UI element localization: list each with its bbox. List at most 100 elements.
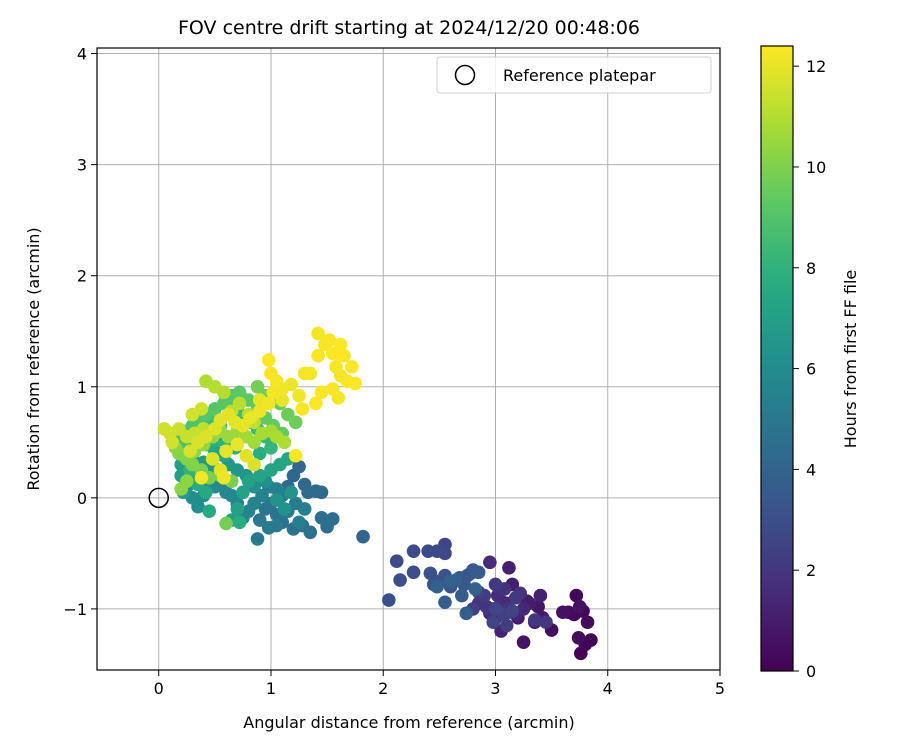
data-point — [258, 502, 273, 516]
data-point — [505, 604, 520, 618]
data-point — [275, 393, 290, 407]
y-tick-label: 1 — [77, 378, 87, 397]
data-point — [183, 444, 197, 458]
data-point — [499, 618, 514, 633]
data-point — [266, 385, 281, 400]
data-point — [180, 474, 194, 488]
data-point — [325, 382, 340, 396]
data-point — [311, 348, 325, 363]
data-point — [252, 513, 267, 527]
y-tick-label: 2 — [77, 267, 87, 286]
x-axis-label: Angular distance from reference (arcmin) — [243, 713, 574, 732]
data-point — [393, 573, 407, 587]
data-point — [459, 606, 474, 621]
data-point — [309, 396, 323, 411]
data-point — [389, 554, 404, 568]
data-point — [288, 415, 303, 430]
data-point — [165, 435, 180, 450]
data-point — [488, 577, 503, 592]
data-point — [580, 615, 595, 630]
data-point — [516, 635, 531, 650]
x-tick-label: 3 — [490, 679, 500, 698]
data-point — [322, 333, 337, 347]
data-point — [264, 441, 278, 455]
data-point — [303, 366, 318, 381]
data-point — [219, 516, 233, 531]
colorbar-tick-label: 8 — [806, 259, 816, 278]
data-point — [252, 404, 267, 419]
x-tick-label: 0 — [154, 679, 164, 698]
colorbar-tick-label: 12 — [806, 57, 826, 76]
data-point — [443, 574, 458, 588]
data-point — [406, 544, 421, 558]
data-point — [194, 471, 209, 485]
data-point — [483, 555, 497, 570]
data-point — [486, 615, 501, 630]
data-point — [314, 385, 329, 400]
data-point — [421, 544, 435, 558]
data-point — [247, 457, 261, 472]
data-point — [438, 595, 452, 610]
data-point — [277, 435, 292, 450]
data-point — [329, 359, 343, 374]
data-point — [269, 493, 284, 507]
data-point — [232, 396, 247, 411]
data-point — [292, 515, 306, 530]
data-point — [382, 593, 396, 607]
data-point — [430, 579, 444, 594]
data-point — [217, 471, 231, 485]
x-tick-label: 1 — [266, 679, 276, 698]
data-points — [157, 326, 598, 661]
reference-marker — [148, 487, 169, 509]
data-point — [241, 474, 256, 488]
data-point — [356, 529, 370, 544]
y-axis-label: Rotation from reference (arcmin) — [24, 227, 43, 490]
data-point — [423, 566, 438, 581]
y-tick-label: 4 — [77, 45, 87, 64]
colorbar-tick-label: 10 — [806, 158, 826, 177]
data-point — [284, 485, 298, 500]
x-tick-label: 4 — [603, 679, 613, 698]
y-tick-label: 3 — [77, 156, 87, 175]
data-point — [502, 561, 516, 575]
y-tick-label: −1 — [63, 600, 87, 619]
data-point — [219, 444, 233, 458]
data-point — [239, 448, 254, 463]
colorbar-label: Hours from first FF file — [841, 270, 860, 449]
data-point — [292, 388, 306, 403]
data-point — [569, 588, 584, 603]
x-tick-label: 5 — [715, 679, 725, 698]
colorbar-tick-label: 2 — [806, 561, 816, 580]
colorbar-tick-label: 6 — [806, 360, 816, 379]
data-point — [202, 504, 217, 518]
data-point — [345, 359, 359, 374]
data-point — [232, 385, 247, 400]
data-point — [348, 376, 362, 391]
data-point — [297, 502, 312, 516]
data-point — [185, 407, 200, 422]
colorbar-tick-label: 4 — [806, 460, 816, 479]
data-point — [269, 518, 284, 533]
plot-frame — [96, 47, 721, 671]
data-point — [264, 366, 278, 381]
x-axis-ticks: 0 1 2 3 4 5 — [154, 670, 725, 698]
data-point — [205, 452, 220, 466]
data-point — [572, 599, 587, 614]
data-point — [455, 588, 469, 603]
data-point — [516, 602, 531, 616]
data-point — [250, 379, 265, 394]
data-point — [331, 346, 346, 361]
data-point — [468, 582, 483, 596]
data-point — [277, 502, 292, 516]
chart-title: FOV centre drift starting at 2024/12/20 … — [178, 17, 640, 39]
data-point — [571, 630, 586, 645]
legend-box — [436, 56, 712, 94]
data-point — [527, 613, 542, 627]
colorbar-ticks: 0 2 4 6 8 10 12 — [793, 57, 826, 681]
data-point — [488, 602, 503, 616]
data-point — [230, 437, 245, 452]
data-point — [556, 605, 570, 620]
legend-marker-icon — [454, 64, 476, 86]
